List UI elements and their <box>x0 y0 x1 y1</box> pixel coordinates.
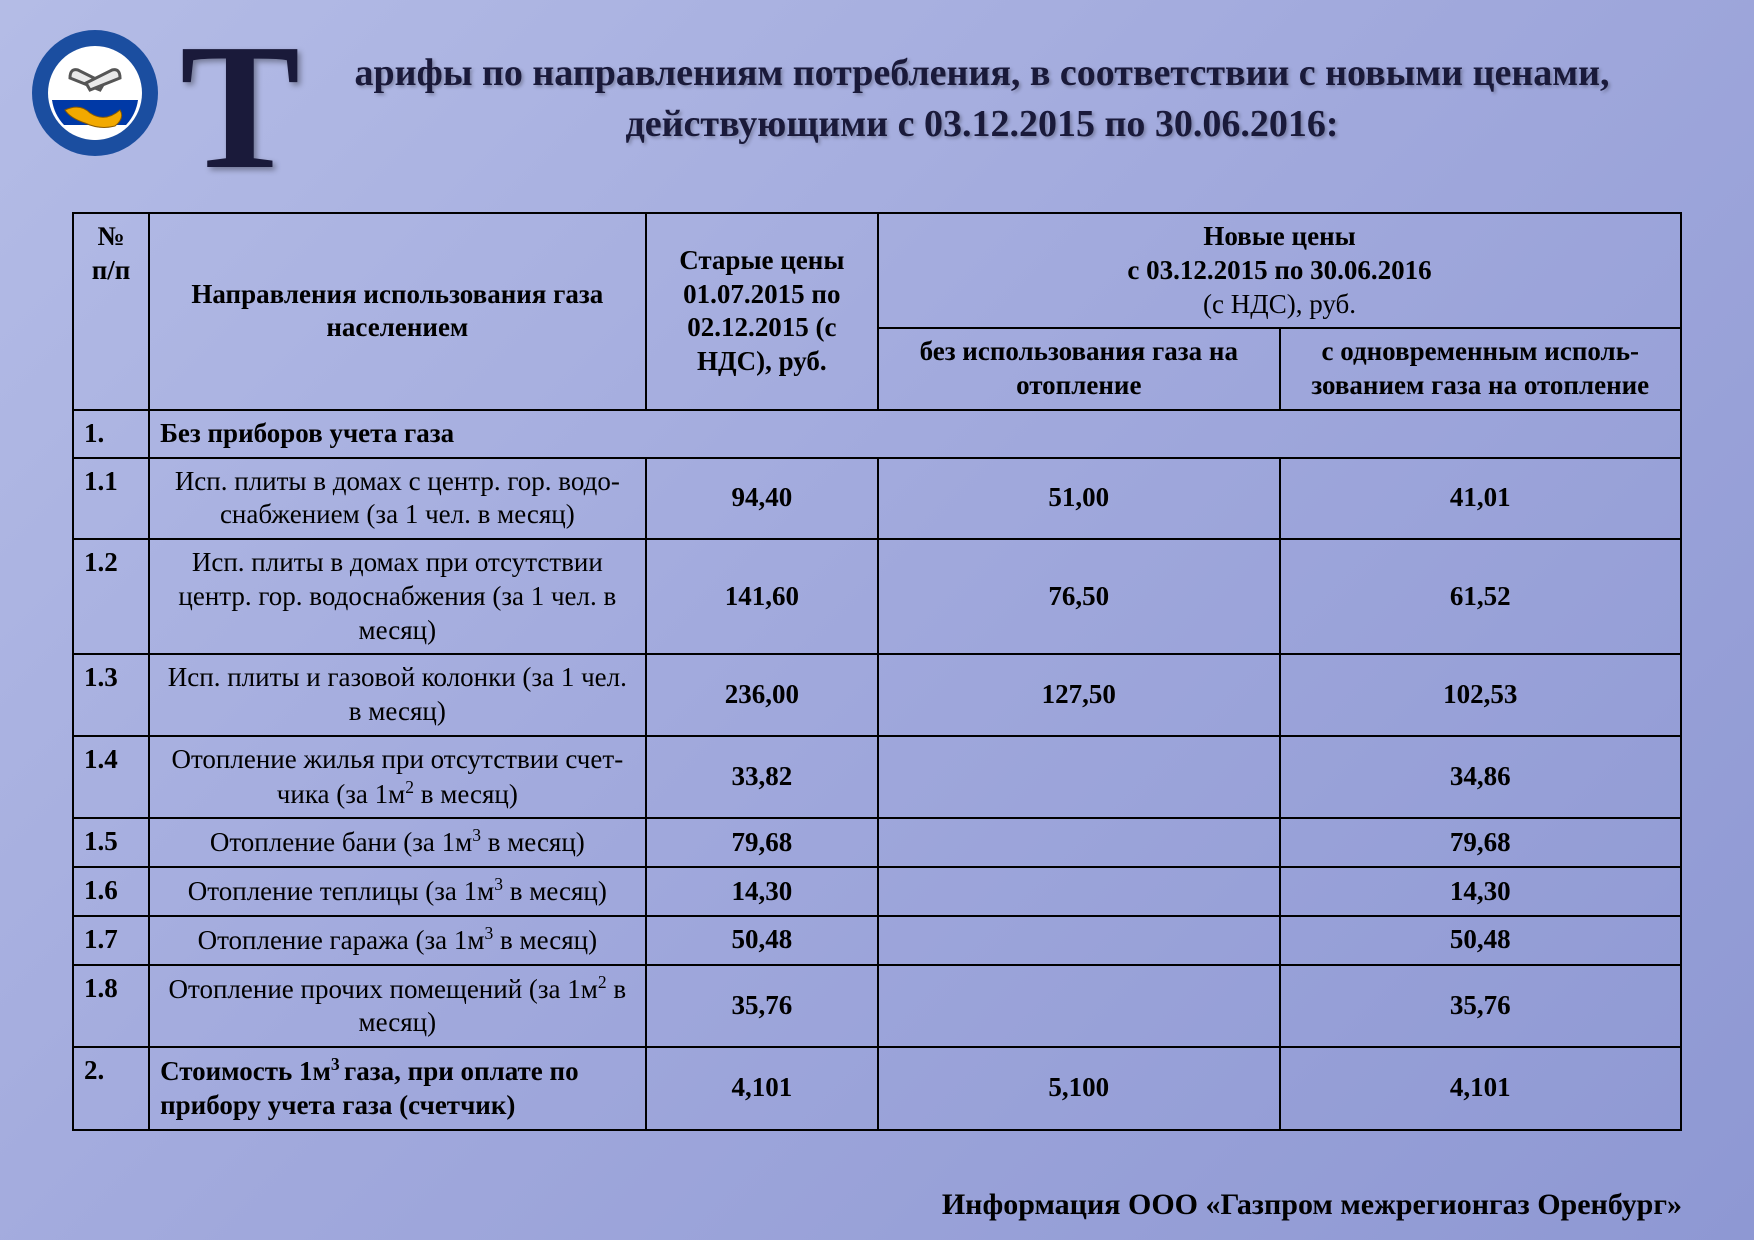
th-new-line1: Новые цены <box>1203 221 1355 251</box>
table-body: 1.Без приборов учета газа1.1Исп. плиты в… <box>73 410 1681 1130</box>
cell-old-price: 141,60 <box>646 539 878 654</box>
cell-new-no-heating <box>878 736 1279 819</box>
cell-new-with-heating: 50,48 <box>1280 916 1682 965</box>
th-new-line2: с 03.12.2015 по 30.06.2016 <box>1127 255 1431 285</box>
th-direction: Направления использования газа население… <box>149 213 646 410</box>
cell-new-with-heating: 79,68 <box>1280 818 1682 867</box>
table-row: 1.1Исп. плиты в домах с центр. гор. водо… <box>73 458 1681 540</box>
cell-new-with-heating: 34,86 <box>1280 736 1682 819</box>
cell-num: 1.1 <box>73 458 149 540</box>
cell-direction: Отопление гаража (за 1м3 в месяц) <box>149 916 646 965</box>
org-logo <box>30 28 160 158</box>
page-title: арифы по направлениям потребления, в соо… <box>290 30 1674 151</box>
tariff-table: № п/п Направления использования газа нас… <box>72 212 1682 1131</box>
cell-new-with-heating: 4,101 <box>1280 1047 1682 1130</box>
cell-direction: Стоимость 1м3 газа, при оплате по прибор… <box>149 1047 646 1130</box>
cell-new-no-heating: 76,50 <box>878 539 1279 654</box>
cell-direction: Отопление бани (за 1м3 в месяц) <box>149 818 646 867</box>
table-row: 1.2Исп. плиты в домах при отсутствии цен… <box>73 539 1681 654</box>
cell-new-with-heating: 41,01 <box>1280 458 1682 540</box>
cell-new-with-heating: 61,52 <box>1280 539 1682 654</box>
cell-num: 1.3 <box>73 654 149 736</box>
cell-old-price: 4,101 <box>646 1047 878 1130</box>
cell-old-price: 94,40 <box>646 458 878 540</box>
cell-direction: Отопление теплицы (за 1м3 в месяц) <box>149 867 646 916</box>
cell-num: 1.4 <box>73 736 149 819</box>
cell-new-with-heating: 35,76 <box>1280 965 1682 1048</box>
cell-num: 1.5 <box>73 818 149 867</box>
table-row: 2.Стоимость 1м3 газа, при оплате по приб… <box>73 1047 1681 1130</box>
cell-num: 2. <box>73 1047 149 1130</box>
cell-new-no-heating <box>878 965 1279 1048</box>
dropcap-letter: Т <box>180 30 300 183</box>
table-row: 1.8Отопление прочих помещений (за 1м2 в … <box>73 965 1681 1048</box>
table-row: 1.5Отопление бани (за 1м3 в месяц)79,687… <box>73 818 1681 867</box>
table-row: 1.3Исп. плиты и газовой колонки (за 1 че… <box>73 654 1681 736</box>
cell-num: 1.7 <box>73 916 149 965</box>
title-line-1: арифы по направлениям потребления, в соо… <box>355 52 1610 94</box>
cell-old-price: 50,48 <box>646 916 878 965</box>
table-row: 1.6Отопление теплицы (за 1м3 в месяц)14,… <box>73 867 1681 916</box>
th-new-no-heating: без использования газа на отопление <box>878 328 1279 410</box>
cell-new-no-heating <box>878 818 1279 867</box>
cell-section-title: Без приборов учета газа <box>149 410 1681 458</box>
cell-new-no-heating: 127,50 <box>878 654 1279 736</box>
th-new-price-group: Новые цены с 03.12.2015 по 30.06.2016 (с… <box>878 213 1681 328</box>
th-new-line3: (с НДС), руб. <box>1203 289 1356 319</box>
th-new-with-heating: с одновременным исполь­зованием газа на … <box>1280 328 1682 410</box>
cell-direction: Отопление жилья при отсутствии счет­чика… <box>149 736 646 819</box>
cell-old-price: 236,00 <box>646 654 878 736</box>
cell-old-price: 33,82 <box>646 736 878 819</box>
cell-num: 1.6 <box>73 867 149 916</box>
table-row: 1.4Отопление жилья при отсутствии счет­ч… <box>73 736 1681 819</box>
cell-old-price: 14,30 <box>646 867 878 916</box>
tariff-table-container: № п/п Направления использования газа нас… <box>72 212 1682 1131</box>
th-number: № п/п <box>73 213 149 410</box>
cell-new-no-heating <box>878 867 1279 916</box>
cell-direction: Отопление прочих помещений (за 1м2 в мес… <box>149 965 646 1048</box>
title-line-2: действующими с 03.12.2015 по 30.06.2016: <box>626 103 1339 145</box>
footer-credit: Информация ООО «Газпром межрегионгаз Оре… <box>942 1188 1682 1222</box>
table-row: 1.7Отопление гаража (за 1м3 в месяц)50,4… <box>73 916 1681 965</box>
cell-new-with-heating: 102,53 <box>1280 654 1682 736</box>
cell-new-no-heating <box>878 916 1279 965</box>
cell-old-price: 79,68 <box>646 818 878 867</box>
cell-new-with-heating: 14,30 <box>1280 867 1682 916</box>
cell-num: 1. <box>73 410 149 458</box>
th-old-price: Старые цены 01.07.2015 по 02.12.2015 (с … <box>646 213 878 410</box>
cell-direction: Исп. плиты и газовой колонки (за 1 чел. … <box>149 654 646 736</box>
section-row: 1.Без приборов учета газа <box>73 410 1681 458</box>
cell-num: 1.8 <box>73 965 149 1048</box>
cell-old-price: 35,76 <box>646 965 878 1048</box>
cell-new-no-heating: 5,100 <box>878 1047 1279 1130</box>
cell-num: 1.2 <box>73 539 149 654</box>
page-header: Т арифы по направлениям потребления, в с… <box>180 30 1674 183</box>
cell-new-no-heating: 51,00 <box>878 458 1279 540</box>
cell-direction: Исп. плиты в домах с центр. гор. водо­сн… <box>149 458 646 540</box>
cell-direction: Исп. плиты в домах при отсутствии центр.… <box>149 539 646 654</box>
